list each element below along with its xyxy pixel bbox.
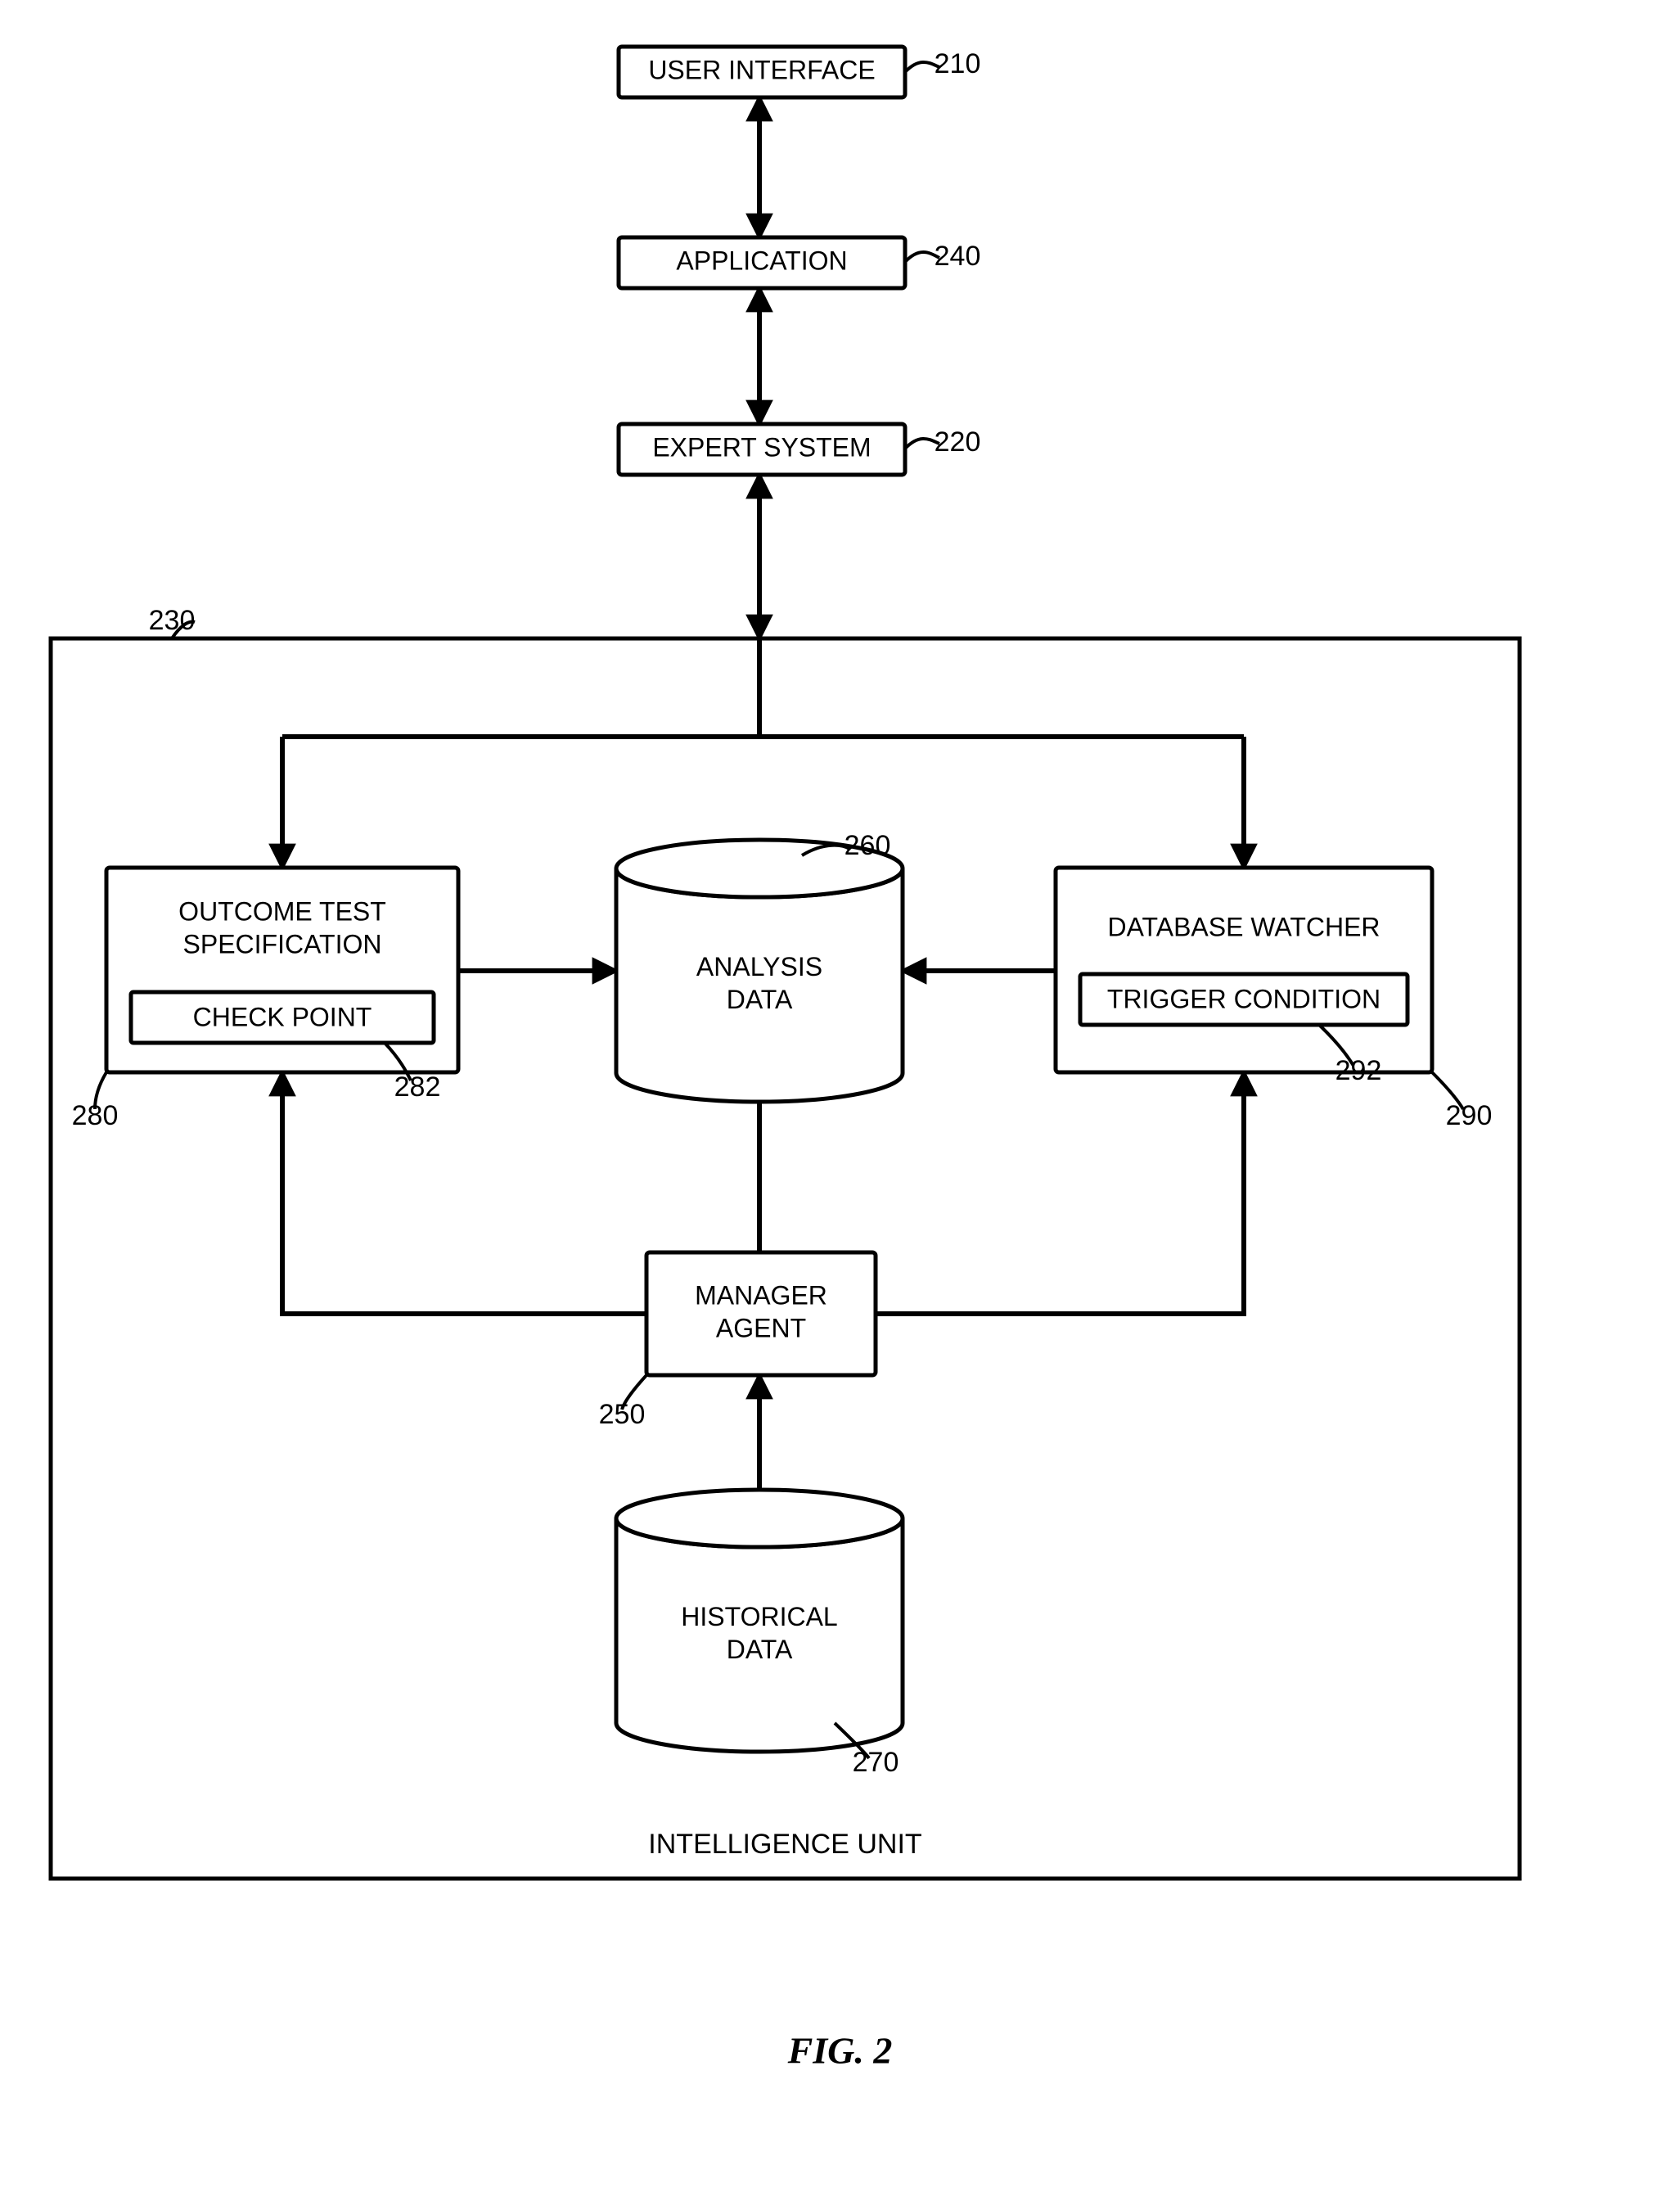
ref-250: 250 [599, 1399, 646, 1430]
ref-292: 292 [1335, 1055, 1382, 1086]
ref-290: 290 [1446, 1100, 1493, 1131]
elbow-arrow [876, 1072, 1244, 1314]
ref-280: 280 [72, 1100, 119, 1131]
expert_system-node: EXPERT SYSTEM [619, 424, 905, 475]
elbow-arrow [282, 1072, 646, 1314]
user_interface-node: USER INTERFACE [619, 47, 905, 97]
application-node: APPLICATION [619, 237, 905, 288]
historical-node: HISTORICAL DATA [616, 1490, 903, 1752]
outcome-label: OUTCOME TEST [178, 896, 386, 926]
ref-220: 220 [935, 426, 981, 458]
outcome-label: SPECIFICATION [183, 929, 382, 959]
application-label: APPLICATION [676, 246, 847, 275]
historical-label: DATA [727, 1635, 793, 1664]
user_interface-label: USER INTERFACE [648, 55, 875, 84]
historical-label: HISTORICAL [681, 1602, 837, 1631]
ref-240: 240 [935, 241, 981, 272]
manager-node: MANAGER AGENT [646, 1252, 876, 1375]
analysis-node: ANALYSIS DATA [616, 840, 903, 1102]
watcher-sub-label: TRIGGER CONDITION [1107, 984, 1380, 1013]
ref-210: 210 [935, 48, 981, 79]
ref-270: 270 [853, 1747, 899, 1778]
analysis-label: ANALYSIS [696, 952, 822, 981]
ref-282: 282 [394, 1071, 441, 1103]
outcome-node: OUTCOME TESTSPECIFICATION CHECK POINT [106, 868, 458, 1072]
analysis-label: DATA [727, 985, 793, 1014]
ref-230: 230 [149, 605, 196, 636]
watcher-node: DATABASE WATCHER TRIGGER CONDITION [1056, 868, 1432, 1072]
figure-label: FIG. 2 [787, 2030, 893, 2072]
outcome-sub-label: CHECK POINT [193, 1002, 372, 1031]
expert_system-label: EXPERT SYSTEM [652, 432, 871, 462]
manager-label: MANAGER [695, 1280, 827, 1310]
manager-label: AGENT [716, 1313, 806, 1342]
watcher-label: DATABASE WATCHER [1107, 912, 1380, 941]
ref-260: 260 [845, 830, 891, 861]
intelligence-unit-label: INTELLIGENCE UNIT [648, 1829, 921, 1860]
